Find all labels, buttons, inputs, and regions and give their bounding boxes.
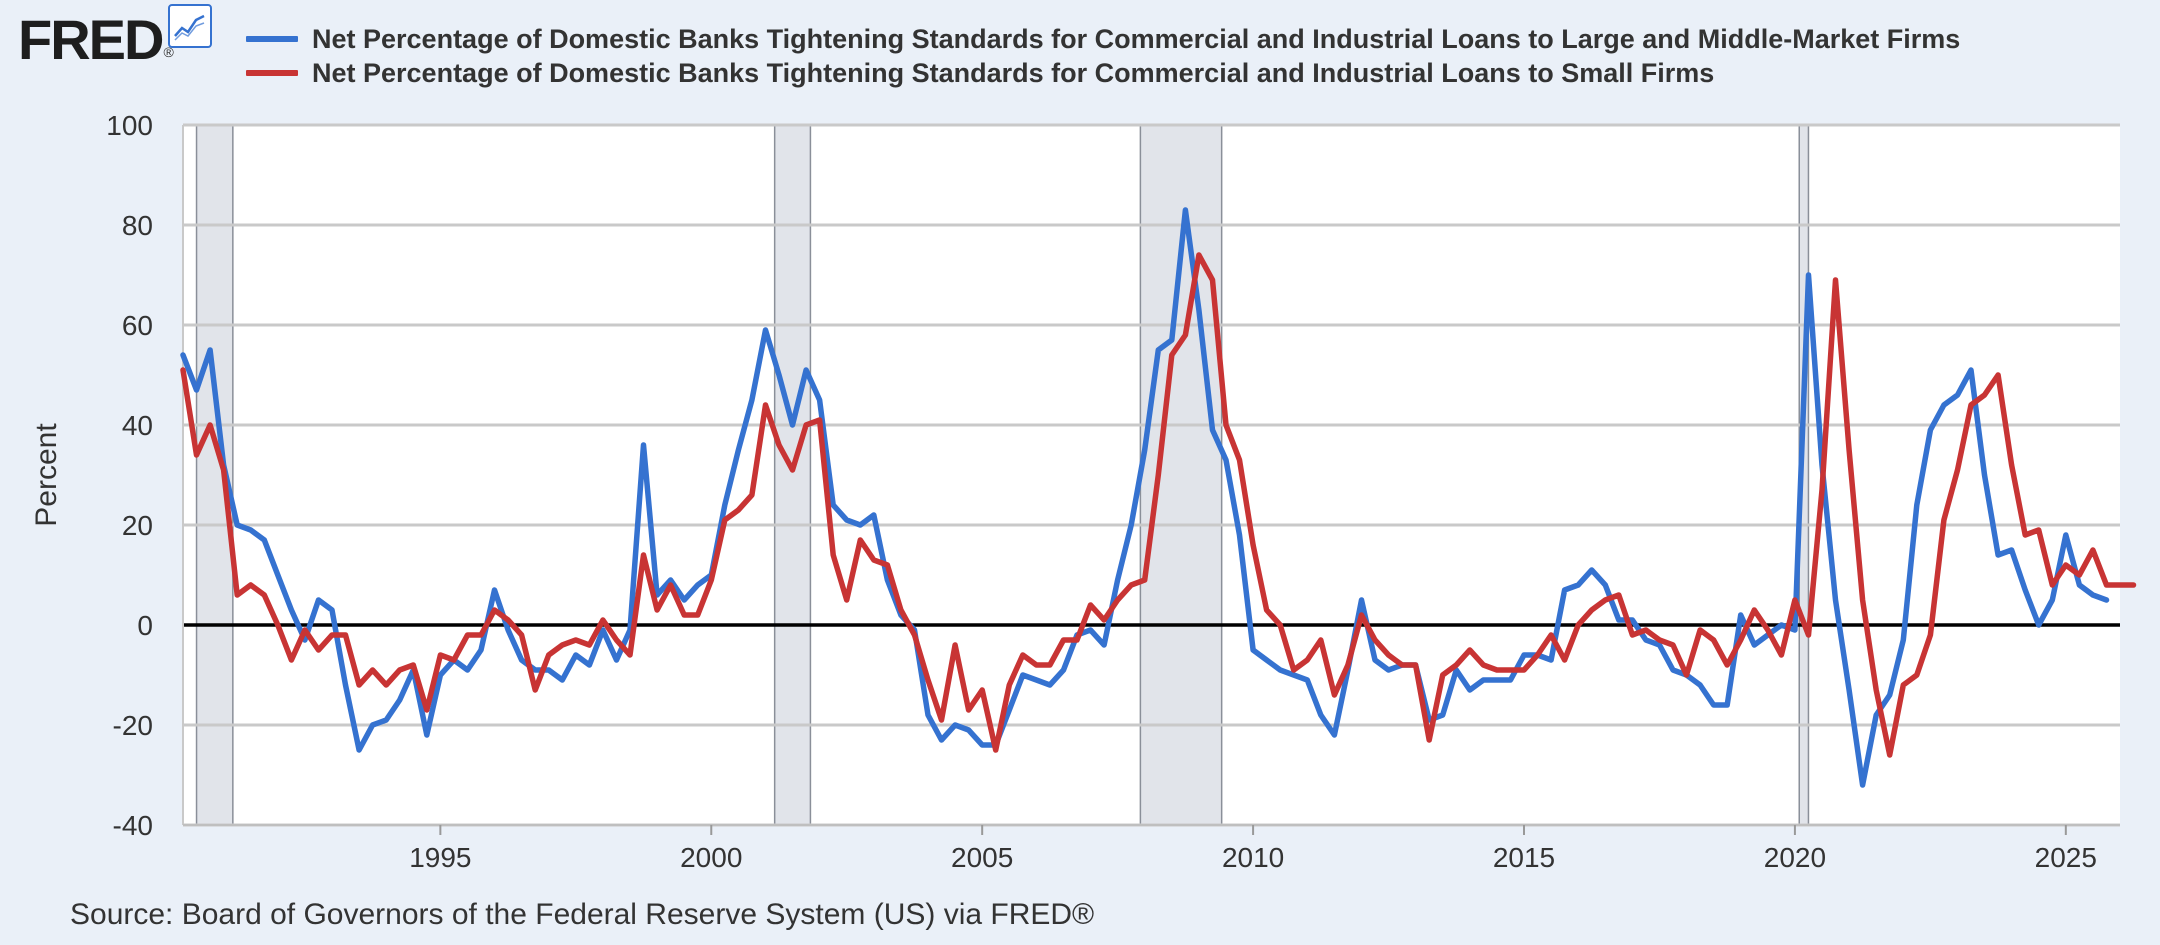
y-axis-label: Percent	[30, 423, 63, 527]
x-tick-label: 2000	[680, 842, 742, 873]
recession-band-1	[774, 125, 811, 825]
y-axis: 100 80 60 40 20 0 -20 -40	[106, 110, 184, 841]
x-tick-label: 2010	[1222, 842, 1284, 873]
legend-item-small-firms[interactable]: Net Percentage of Domestic Banks Tighten…	[246, 56, 1960, 90]
legend-label-large-firms: Net Percentage of Domestic Banks Tighten…	[312, 23, 1961, 54]
legend-swatch-small-firms	[246, 70, 298, 76]
legend-item-large-firms[interactable]: Net Percentage of Domestic Banks Tighten…	[246, 22, 1960, 56]
chart-legend: Net Percentage of Domestic Banks Tighten…	[246, 22, 1960, 90]
series-layer	[180, 207, 2137, 788]
line-chart-glyph	[174, 14, 205, 41]
recession-band-3	[1799, 125, 1809, 825]
legend-label-small-firms: Net Percentage of Domestic Banks Tighten…	[312, 57, 1715, 88]
y-tick-label: 60	[122, 310, 153, 341]
y-tick-label: -40	[113, 810, 153, 841]
x-tick-label: 2015	[1493, 842, 1555, 873]
source-note: Source: Board of Governors of the Federa…	[70, 898, 1095, 931]
x-tick-label: 2005	[951, 842, 1013, 873]
registered-mark: ®	[163, 44, 174, 60]
x-axis: 1995 2000 2005 2010 2015 2020 2025	[183, 824, 2120, 873]
x-tick-label: 2025	[2035, 842, 2097, 873]
line-chart-icon[interactable]	[168, 4, 212, 48]
legend-swatch-large-firms	[246, 36, 298, 42]
y-tick-label: -20	[113, 710, 153, 741]
y-tick-label: 100	[106, 110, 153, 141]
x-tick-label: 1995	[409, 842, 471, 873]
fred-logo[interactable]: FRED ®	[18, 8, 174, 71]
y-tick-label: 20	[122, 510, 153, 541]
fred-logo-text: FRED	[18, 8, 164, 71]
y-tick-label: 80	[122, 210, 153, 241]
y-tick-label: 0	[137, 610, 153, 641]
x-tick-label: 2020	[1764, 842, 1826, 873]
series-line-small-firms[interactable]	[180, 252, 2137, 758]
y-tick-label: 40	[122, 410, 153, 441]
